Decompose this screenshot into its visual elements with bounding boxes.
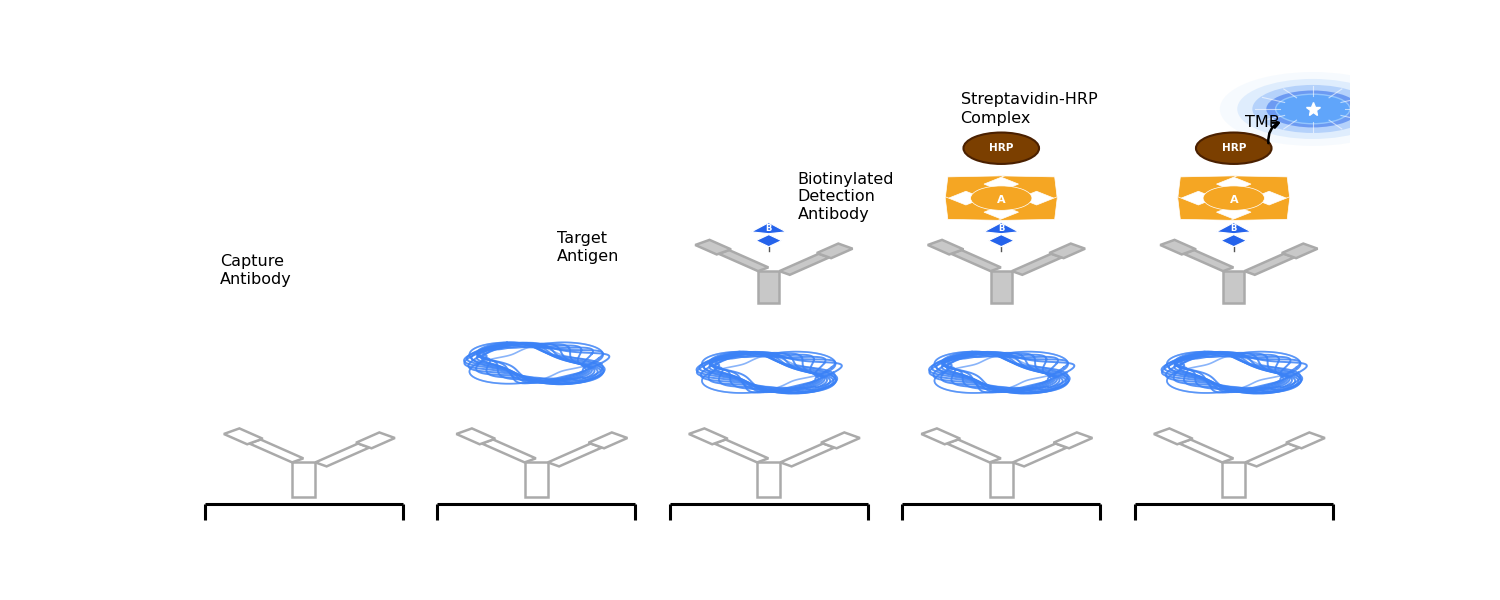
Circle shape (1252, 85, 1374, 133)
Polygon shape (482, 439, 536, 463)
Polygon shape (1053, 433, 1092, 448)
Bar (758, 271, 780, 303)
Polygon shape (1178, 176, 1244, 202)
Circle shape (970, 186, 1032, 211)
Polygon shape (927, 240, 963, 254)
Polygon shape (315, 443, 369, 466)
Text: TMB: TMB (1245, 115, 1280, 130)
Polygon shape (548, 443, 602, 466)
Circle shape (1238, 79, 1389, 139)
Polygon shape (1216, 223, 1251, 233)
Polygon shape (780, 443, 834, 466)
Polygon shape (945, 176, 1011, 202)
Polygon shape (456, 428, 495, 444)
Circle shape (1275, 94, 1350, 124)
Polygon shape (714, 439, 768, 463)
Bar (1222, 463, 1245, 497)
Polygon shape (752, 223, 786, 233)
Polygon shape (756, 235, 782, 247)
Polygon shape (1224, 176, 1290, 202)
Bar (1222, 271, 1245, 303)
Polygon shape (1245, 443, 1299, 466)
Polygon shape (1013, 443, 1066, 466)
Polygon shape (946, 439, 1000, 463)
Text: B: B (998, 224, 1005, 233)
Ellipse shape (1196, 133, 1272, 164)
Polygon shape (588, 433, 627, 448)
Polygon shape (718, 250, 768, 271)
Polygon shape (224, 428, 262, 444)
Polygon shape (1178, 194, 1244, 220)
Text: B: B (765, 224, 772, 233)
Polygon shape (780, 254, 830, 275)
Text: Streptavidin-HRP
Complex: Streptavidin-HRP Complex (960, 92, 1096, 127)
Text: HRP: HRP (988, 143, 1014, 153)
Text: Target
Antigen: Target Antigen (556, 232, 620, 264)
Text: HRP: HRP (1221, 143, 1246, 153)
Text: Biotinylated
Detection
Antibody: Biotinylated Detection Antibody (798, 172, 894, 221)
Bar (292, 463, 315, 497)
Bar (758, 463, 780, 497)
Circle shape (1220, 72, 1406, 146)
Polygon shape (992, 176, 1058, 202)
Polygon shape (1286, 433, 1324, 448)
Polygon shape (921, 428, 960, 444)
Text: B: B (1230, 224, 1238, 233)
Polygon shape (1154, 428, 1192, 444)
Polygon shape (1013, 254, 1062, 275)
Polygon shape (988, 235, 1014, 247)
Circle shape (1203, 186, 1264, 211)
Bar (990, 271, 1012, 303)
Polygon shape (984, 223, 1018, 233)
Polygon shape (356, 433, 395, 448)
Polygon shape (1184, 250, 1233, 271)
Text: A: A (1230, 196, 1238, 205)
Bar (525, 463, 548, 497)
Polygon shape (249, 439, 303, 463)
Polygon shape (1245, 254, 1294, 275)
Polygon shape (1050, 244, 1084, 258)
Text: A: A (998, 196, 1005, 205)
Bar (990, 463, 1012, 497)
Polygon shape (694, 240, 730, 254)
Polygon shape (1282, 244, 1317, 258)
Polygon shape (688, 428, 728, 444)
Polygon shape (951, 250, 1000, 271)
Text: Capture
Antibody: Capture Antibody (220, 254, 292, 287)
Circle shape (1266, 91, 1359, 127)
Ellipse shape (963, 133, 1040, 164)
Polygon shape (818, 244, 852, 258)
Polygon shape (1221, 235, 1246, 247)
Polygon shape (821, 433, 860, 448)
Polygon shape (1179, 439, 1233, 463)
Polygon shape (992, 194, 1058, 220)
Polygon shape (945, 194, 1011, 220)
Polygon shape (1160, 240, 1196, 254)
Polygon shape (1224, 194, 1290, 220)
